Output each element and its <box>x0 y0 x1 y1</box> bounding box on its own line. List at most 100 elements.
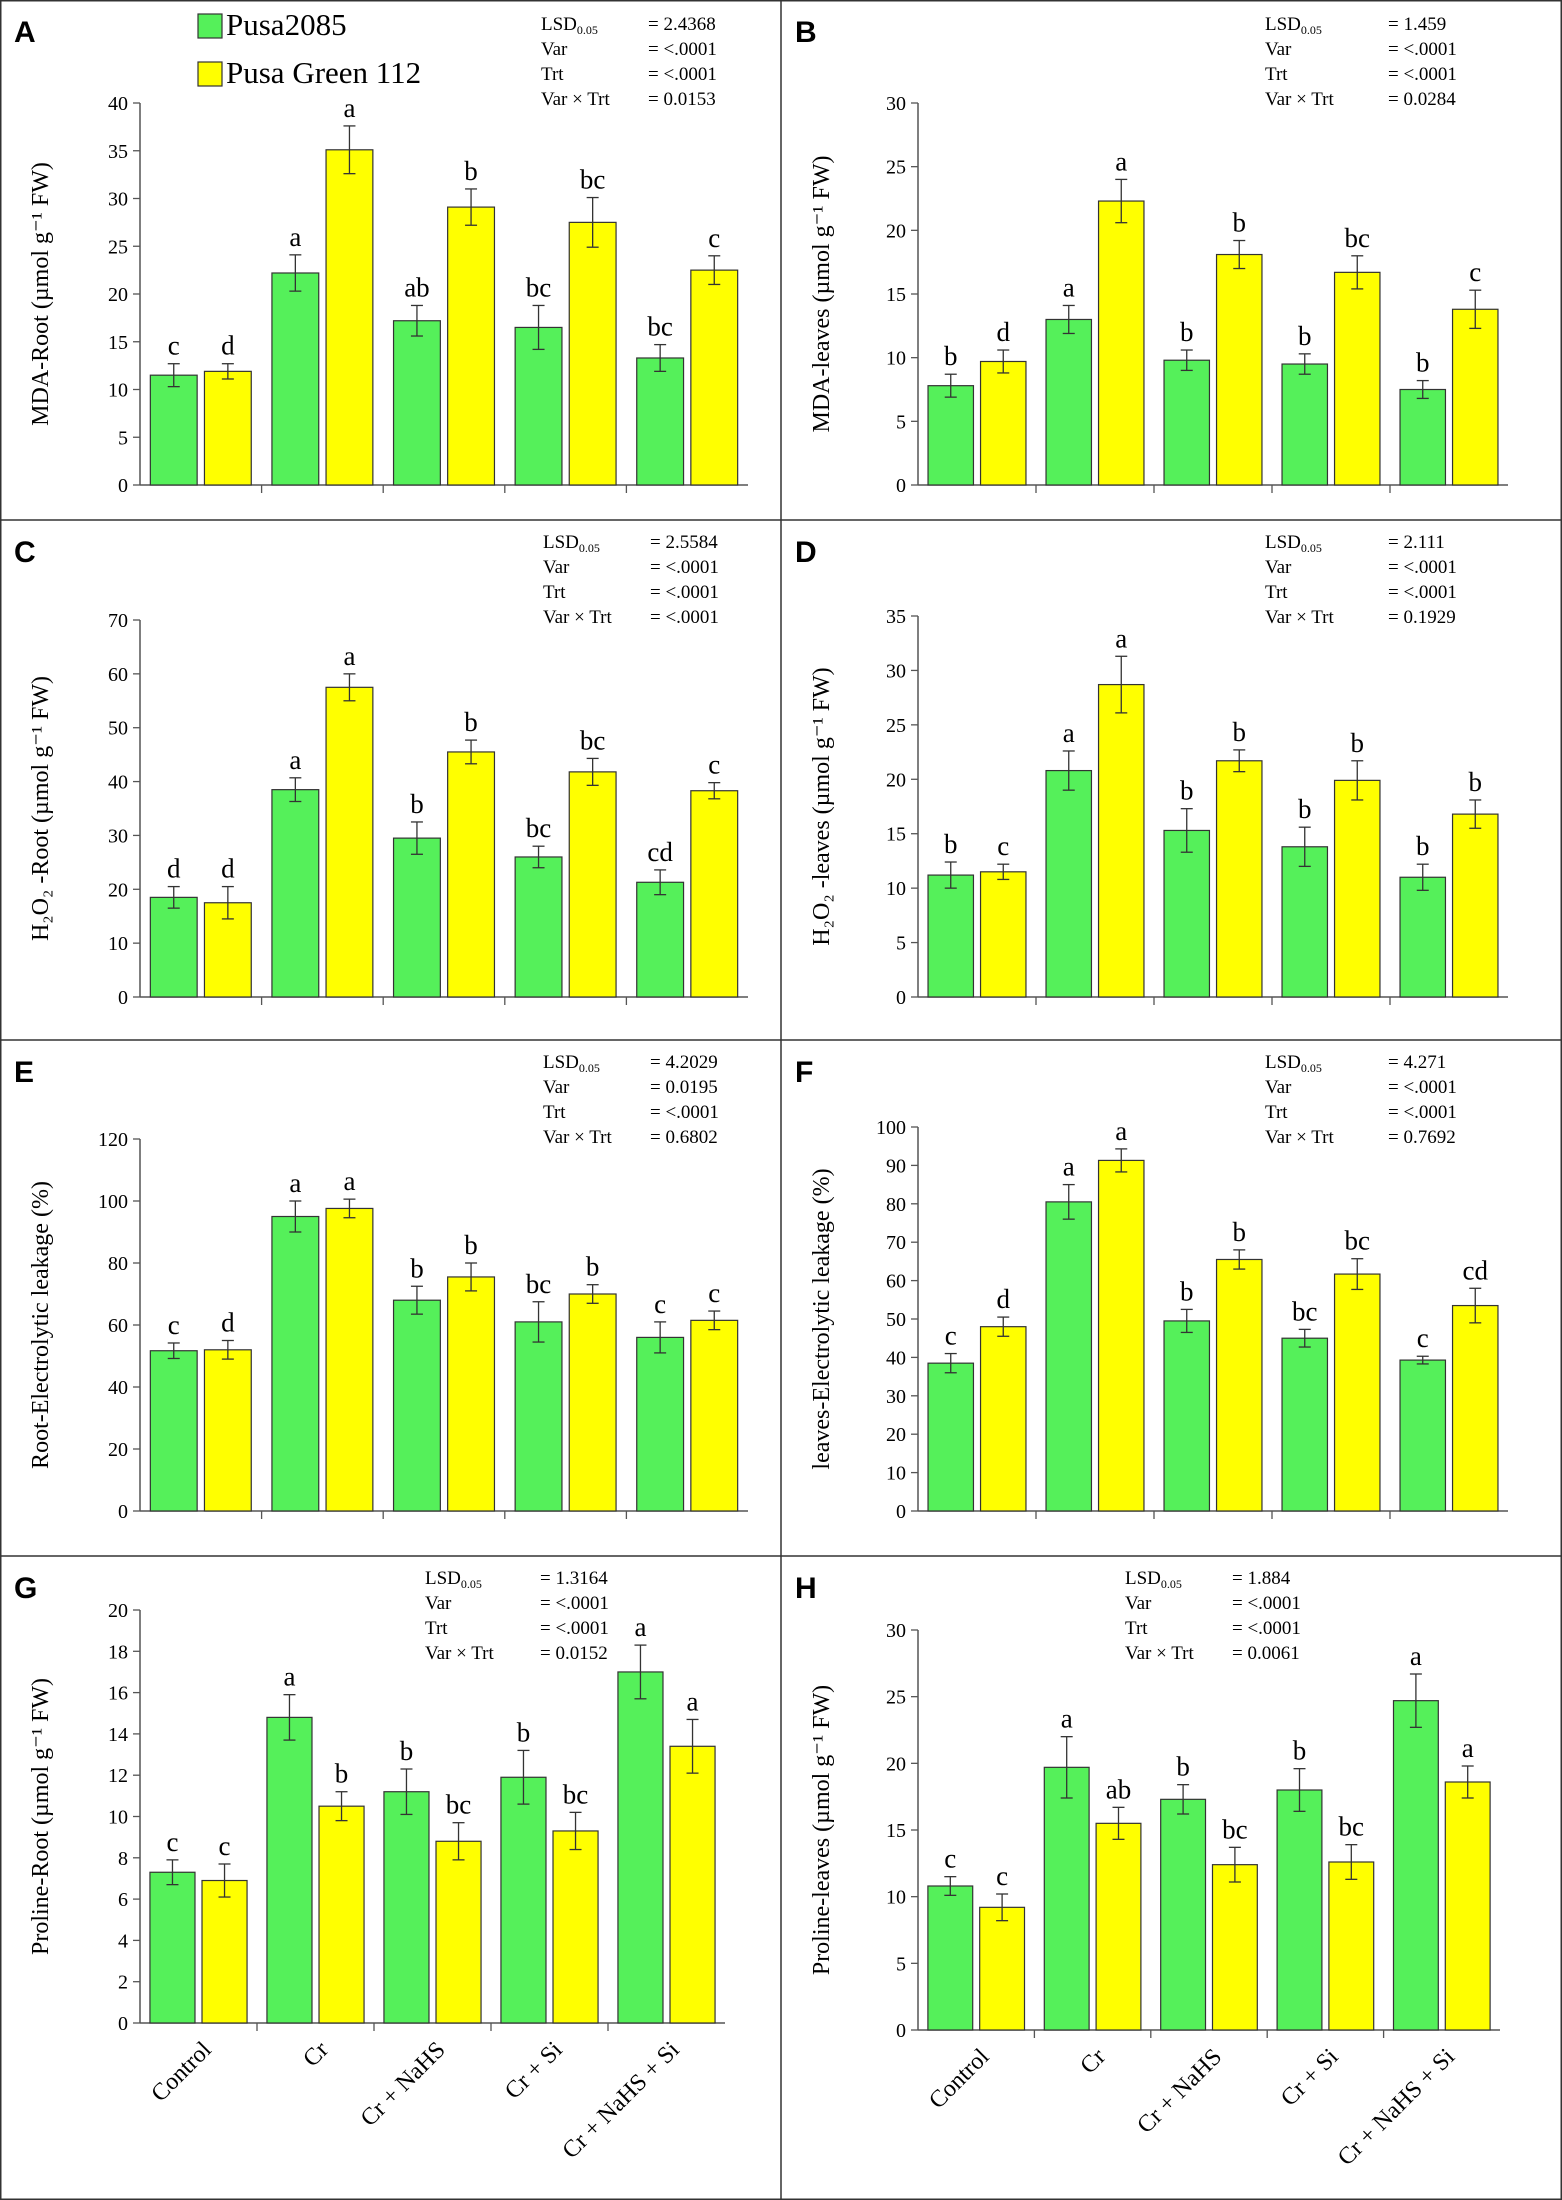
bar-pusa-green-112 <box>325 1207 374 1512</box>
x-tick-label: Cr <box>1075 2044 1110 2079</box>
stat-label: Var × Trt <box>543 1127 613 1148</box>
bar-pusa2085 <box>392 320 441 486</box>
stat-label: LSD0.05 <box>543 1052 600 1075</box>
panel-c: C 0 10 20 30 40 50 60 70 H₂O₂ -Root (µmol g⁻¹ FW)… <box>14 532 748 1009</box>
significance-letter: b <box>1416 348 1430 378</box>
stat-value: = <.0001 <box>1388 64 1457 85</box>
significance-letter: a <box>1063 1152 1075 1182</box>
stat-label: Trt <box>541 64 564 85</box>
significance-letter: bc <box>580 725 606 755</box>
y-axis-label: H₂O₂ -Root (µmol g⁻¹ FW) <box>28 676 54 941</box>
y-tick-label: 5 <box>896 1953 906 1975</box>
significance-letter: a <box>1115 146 1127 176</box>
bar-pusa-green-112 <box>1328 1861 1375 2031</box>
y-tick-label: 0 <box>118 475 128 497</box>
stat-label: LSD0.05 <box>1265 14 1322 37</box>
y-tick-label: 8 <box>118 1848 128 1870</box>
bar-pusa2085 <box>1163 829 1211 998</box>
bar-pusa2085 <box>1045 1201 1093 1512</box>
y-tick-label: 0 <box>118 987 128 1009</box>
legend-label: Pusa2085 <box>226 7 347 42</box>
significance-letter: c <box>1417 1323 1429 1353</box>
stat-value: = 4.2029 <box>650 1052 718 1073</box>
y-tick-label: 120 <box>98 1129 128 1151</box>
bar-pusa-green-112 <box>203 370 252 486</box>
stat-value: = <.0001 <box>1388 582 1457 603</box>
stat-label: Var × Trt <box>541 89 611 110</box>
stat-value: = <.0001 <box>650 607 719 628</box>
stat-label: Var <box>543 1077 570 1098</box>
stat-value: = <.0001 <box>1232 1593 1301 1614</box>
stat-label: Trt <box>1125 1618 1148 1639</box>
y-tick-label: 0 <box>896 987 906 1009</box>
stat-label: Var × Trt <box>1125 1643 1195 1664</box>
significance-letter: bc <box>526 272 552 302</box>
significance-letter: d <box>997 317 1011 347</box>
y-tick-label: 20 <box>886 769 906 791</box>
significance-letter: ab <box>1106 1774 1131 1804</box>
stat-value: = 1.459 <box>1388 14 1446 35</box>
significance-letter: b <box>1351 728 1365 758</box>
y-tick-label: 50 <box>886 1309 906 1331</box>
y-tick-label: 15 <box>886 284 906 306</box>
stat-value: = <.0001 <box>1388 1102 1457 1123</box>
stat-label: Trt <box>1265 1102 1288 1123</box>
stat-value: = <.0001 <box>1388 39 1457 60</box>
y-axis-label: Proline-Root (µmol g⁻¹ FW) <box>28 1678 54 1955</box>
stat-label: LSD0.05 <box>1265 1052 1322 1075</box>
significance-letter: bc <box>580 165 606 195</box>
significance-letter: a <box>283 1662 295 1692</box>
significance-letter: c <box>945 1321 957 1351</box>
y-tick-label: 40 <box>886 1347 906 1369</box>
y-tick-label: 100 <box>98 1191 128 1213</box>
stat-value: = 1.884 <box>1232 1568 1291 1589</box>
y-axis-label: H₂O₂ -leaves (µmol g⁻¹ FW) <box>809 667 835 945</box>
bar-pusa-green-112 <box>203 1349 252 1512</box>
y-tick-label: 90 <box>886 1155 906 1177</box>
bar-pusa2085 <box>149 896 198 998</box>
bar-pusa-green-112 <box>1097 200 1145 486</box>
y-tick-label: 30 <box>108 825 128 847</box>
y-tick-label: 30 <box>886 1620 906 1642</box>
panel-letter: F <box>795 1056 813 1089</box>
significance-letter: a <box>343 93 355 123</box>
bar-pusa2085 <box>1045 318 1093 486</box>
significance-letter: d <box>221 1308 235 1338</box>
stat-label: LSD0.05 <box>541 14 598 37</box>
stat-value: = <.0001 <box>1388 1077 1457 1098</box>
panel-b: B 0 5 10 15 20 25 30 MDA-leaves (µmol g⁻¹ FW) b d a… <box>795 14 1508 497</box>
significance-letter: bc <box>446 1790 472 1820</box>
bar-pusa2085 <box>1160 1798 1207 2031</box>
stat-label: Trt <box>425 1618 448 1639</box>
bar-pusa-green-112 <box>568 771 617 998</box>
significance-letter: b <box>586 1252 600 1282</box>
y-tick-label: 10 <box>886 1463 906 1485</box>
y-tick-label: 30 <box>886 660 906 682</box>
y-tick-label: 0 <box>896 1501 906 1523</box>
stat-value: = <.0001 <box>650 557 719 578</box>
bar-pusa-green-112 <box>1215 253 1263 486</box>
bar-pusa-green-112 <box>435 1840 482 2024</box>
significance-letter: c <box>1469 257 1481 287</box>
significance-letter: b <box>335 1759 349 1789</box>
bar-pusa2085 <box>636 1336 685 1512</box>
stat-label: Var × Trt <box>425 1643 495 1664</box>
significance-letter: a <box>1462 1733 1474 1763</box>
bar-pusa-green-112 <box>552 1830 599 2024</box>
significance-letter: d <box>167 854 181 884</box>
bar-pusa-green-112 <box>979 1906 1026 2031</box>
bar-pusa-green-112 <box>447 1276 496 1512</box>
significance-letter: cd <box>647 837 673 867</box>
significance-letter: c <box>996 1861 1008 1891</box>
bar-pusa-green-112 <box>690 790 739 998</box>
bar-pusa2085 <box>1392 1700 1439 2031</box>
bar-pusa2085 <box>514 326 563 486</box>
y-tick-label: 10 <box>886 1887 906 1909</box>
stat-label: Var <box>1125 1593 1152 1614</box>
y-tick-label: 50 <box>108 718 128 740</box>
bar-pusa-green-112 <box>1451 308 1499 486</box>
bar-pusa2085 <box>1045 769 1093 998</box>
y-tick-label: 5 <box>118 427 128 449</box>
